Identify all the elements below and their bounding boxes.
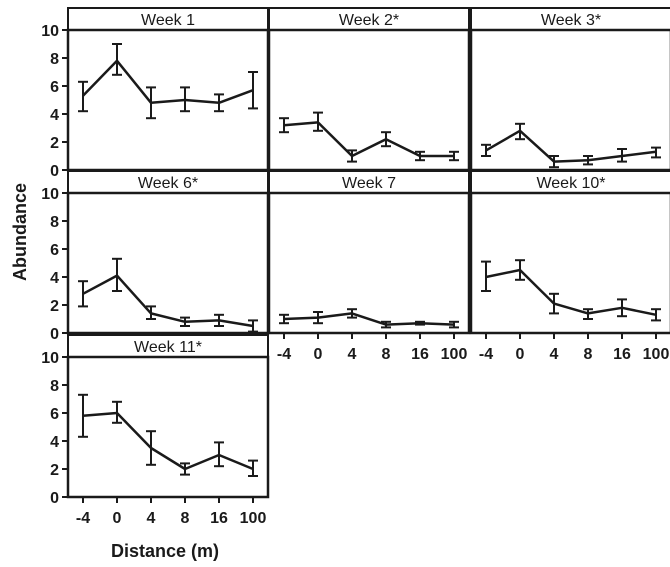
x-tick-label: 0 <box>516 346 525 363</box>
panel-frame <box>267 28 471 172</box>
x-tick-label: 4 <box>550 346 559 363</box>
y-tick-label: 2 <box>50 135 59 152</box>
panel-frame <box>469 28 670 172</box>
y-axis-title: Abundance <box>10 183 30 281</box>
y-tick-label: 4 <box>50 270 59 287</box>
series-line <box>82 411 254 471</box>
y-tick-label: 4 <box>50 434 59 451</box>
error-bar <box>112 43 122 76</box>
y-tick-label: 6 <box>50 79 59 96</box>
x-tick-label: 100 <box>441 346 468 363</box>
panel-2: Week 2* <box>267 7 471 172</box>
y-tick-label: 10 <box>41 186 59 203</box>
panel-1: Week 1 0 2 4 6 8 10 <box>41 7 270 180</box>
series-line <box>283 312 455 326</box>
y-tick-label: 8 <box>50 214 59 231</box>
panel-frame <box>66 28 270 172</box>
y-tick-label: 8 <box>50 378 59 395</box>
x-tick-label: 8 <box>584 346 593 363</box>
x-tick-label: 8 <box>181 510 190 527</box>
error-bar <box>78 80 88 113</box>
panel-title: Week 3* <box>541 12 601 29</box>
x-axis-title: Distance (m) <box>111 541 219 561</box>
y-tick-label: 0 <box>50 163 59 180</box>
series-line <box>485 268 657 317</box>
y-tick-label: 0 <box>50 326 59 343</box>
x-tick-label: 0 <box>113 510 122 527</box>
series-line <box>82 274 254 328</box>
series-line <box>82 59 254 105</box>
x-tick-label: 0 <box>314 346 323 363</box>
panel-title: Week 2* <box>339 12 399 29</box>
panel-frame <box>267 191 471 335</box>
y-tick-label: 4 <box>50 107 59 124</box>
series-line <box>485 129 657 163</box>
panel-frame <box>66 355 270 499</box>
panel-7: Week 11* 0 2 4 6 8 10 -4 0 4 8 16 100 <box>41 334 270 527</box>
panel-4: Week 6* 0 2 4 6 8 10 <box>41 170 270 343</box>
panel-6: Week 10* -4 0 4 8 16 100 <box>469 170 670 363</box>
panel-3: Week 3* <box>469 7 670 172</box>
x-tick-label: 16 <box>411 346 429 363</box>
y-tick-label: 0 <box>50 490 59 507</box>
x-tick-label: 16 <box>210 510 228 527</box>
y-tick-label: 8 <box>50 51 59 68</box>
x-tick-label: -4 <box>277 346 291 363</box>
panel-frame <box>469 191 670 335</box>
panel-title: Week 7 <box>342 175 396 192</box>
panel-title: Week 10* <box>536 175 605 192</box>
y-tick-label: 2 <box>50 298 59 315</box>
x-tick-label: -4 <box>479 346 493 363</box>
panel-title: Week 1 <box>141 12 195 29</box>
y-tick-label: 10 <box>41 350 59 367</box>
x-tick-label: 100 <box>643 346 670 363</box>
y-tick-label: 6 <box>50 242 59 259</box>
panel-title: Week 6* <box>138 175 198 192</box>
x-tick-label: 100 <box>240 510 267 527</box>
panel-title: Week 11* <box>134 339 202 356</box>
y-tick-label: 6 <box>50 406 59 423</box>
panel-5: Week 7 -4 0 4 8 16 100 <box>267 170 471 363</box>
series-line <box>283 121 454 158</box>
panels-group: Week 1 0 2 4 6 8 10 Week 2* Week 3* Week 6* 0 2 4 6 8 1… <box>41 7 670 527</box>
y-tick-label: 10 <box>41 23 59 40</box>
x-tick-label: 4 <box>147 510 156 527</box>
x-tick-label: -4 <box>76 510 90 527</box>
x-tick-label: 8 <box>382 346 391 363</box>
x-tick-label: 16 <box>613 346 631 363</box>
panel-frame <box>66 191 270 335</box>
x-tick-label: 4 <box>348 346 357 363</box>
y-tick-label: 2 <box>50 462 59 479</box>
